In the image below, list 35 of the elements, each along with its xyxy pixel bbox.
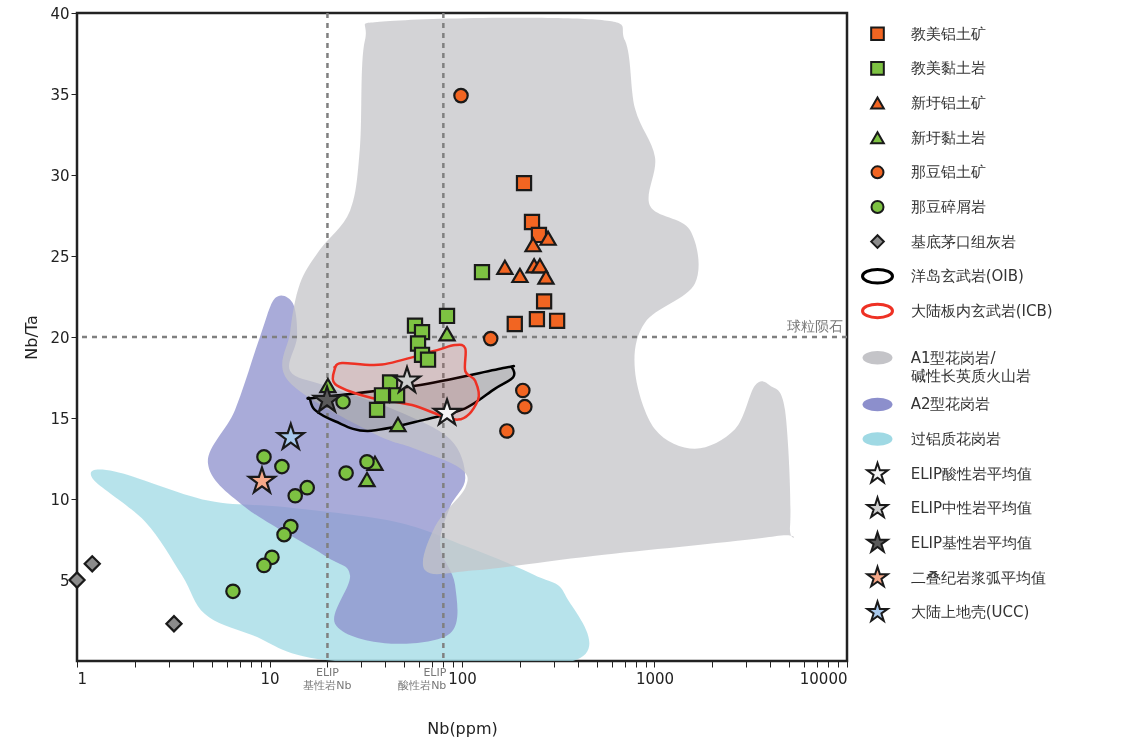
y-tick-label: 10	[50, 490, 70, 509]
legend-label: 二叠纪岩浆弧平均值	[910, 568, 1046, 587]
x-tick-label: 1000	[635, 669, 675, 688]
ref-line-label: ELIP 酸性岩Nb	[398, 666, 447, 692]
legend-label: 教美黏土岩	[910, 59, 986, 78]
legend-label: ELIP基性岩平均值	[910, 533, 1032, 552]
legend-label: 大陆板内玄武岩(ICB)	[910, 301, 1053, 320]
x-axis-title: Nb(ppm)	[427, 718, 498, 738]
legend-label: A1型花岗岩/ 碱性长英质火山岩	[910, 348, 1031, 385]
legend-label: 新圩铝土矿	[910, 94, 986, 113]
x-tick-label: 100	[448, 669, 477, 688]
legend-label: ELIP中性岩平均值	[910, 499, 1032, 518]
y-tick-label: 30	[50, 166, 70, 185]
ref-line-label: 球粒陨石	[787, 318, 843, 334]
y-tick-label: 15	[50, 409, 70, 428]
x-tick-label: 10	[260, 669, 280, 688]
legend-label: 洋岛玄武岩(OIB)	[910, 267, 1024, 286]
legend-label: 教美铝土矿	[910, 24, 986, 43]
y-tick-label: 20	[50, 328, 70, 347]
ref-line-label: ELIP 基性岩Nb	[303, 666, 352, 692]
x-tick-label: 10000	[799, 669, 848, 688]
x-tick-label: 1	[77, 669, 88, 688]
y-tick-label: 5	[59, 571, 70, 590]
y-tick-label: 40	[50, 4, 70, 23]
legend-label: 新圩黏土岩	[910, 128, 986, 147]
legend-label: 基底茅口组灰岩	[910, 232, 1016, 251]
y-tick-label: 25	[50, 247, 70, 266]
y-axis-title: Nb/Ta	[22, 315, 42, 360]
legend-label: 那豆碎屑岩	[910, 197, 986, 216]
y-tick-label: 35	[50, 85, 70, 104]
legend-label: A2型花岗岩	[910, 395, 991, 414]
legend-label: 那豆铝土矿	[910, 163, 986, 182]
legend-label: 过铝质花岗岩	[910, 430, 1001, 449]
legend-label: ELIP酸性岩平均值	[910, 464, 1032, 483]
legend-label: 大陆上地壳(UCC)	[910, 603, 1030, 622]
